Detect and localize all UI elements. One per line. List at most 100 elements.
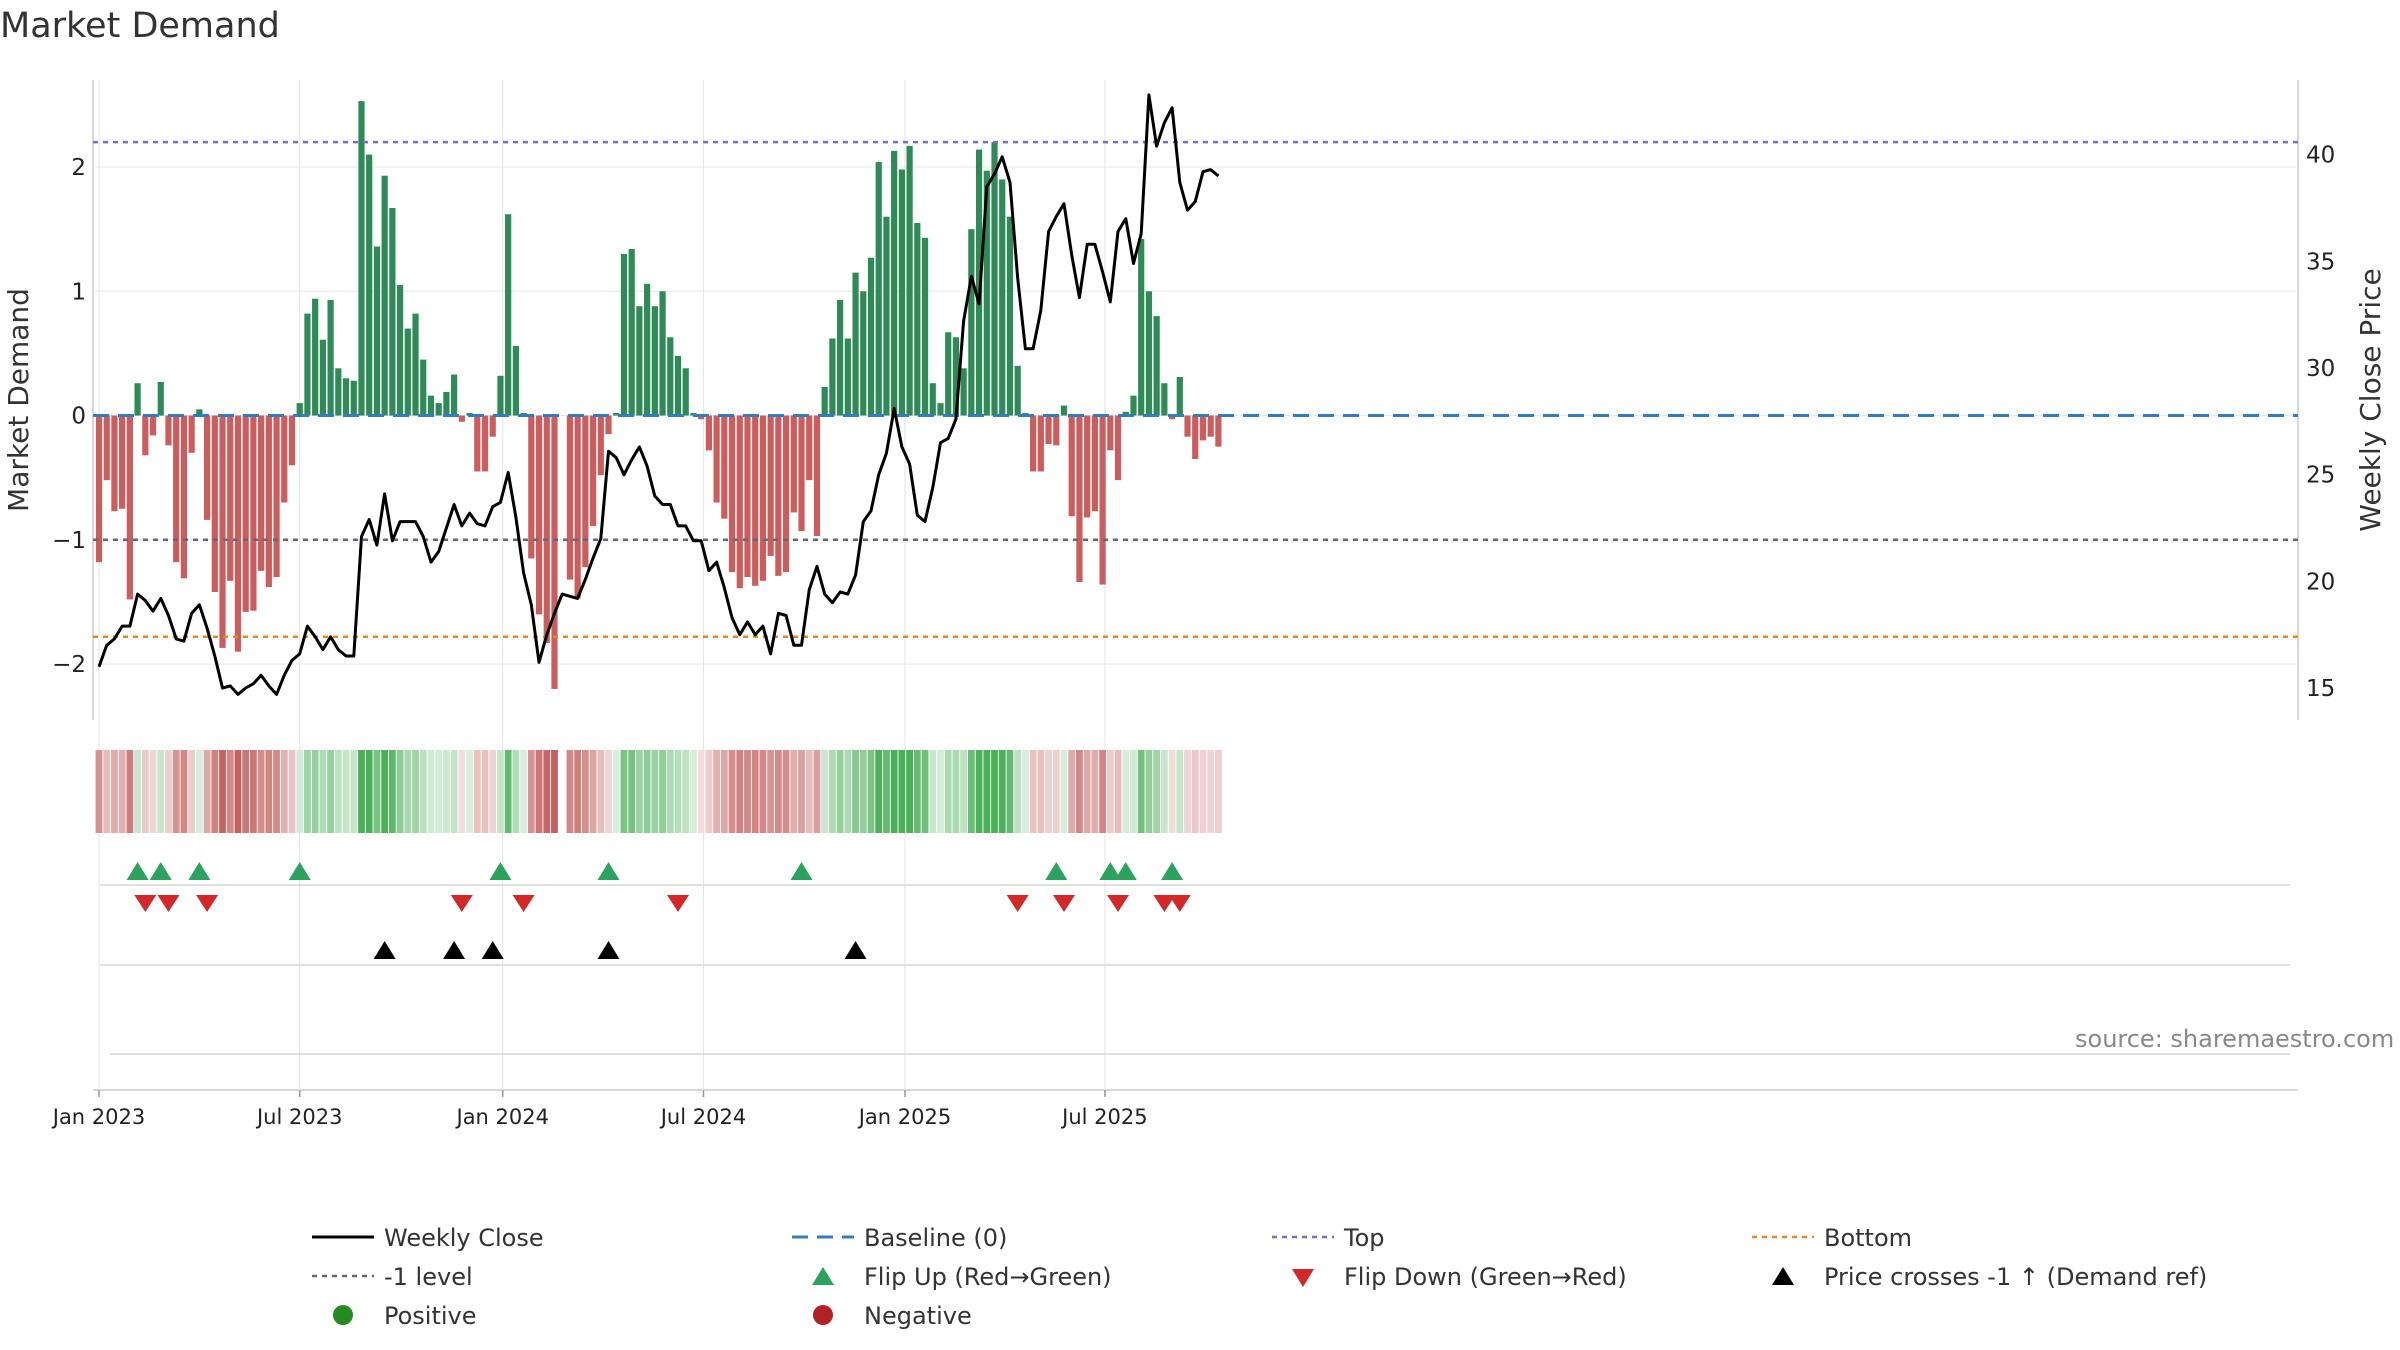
heat-cell — [373, 750, 381, 833]
demand-bar — [1184, 415, 1191, 437]
heat-cell — [597, 750, 605, 833]
demand-bar — [752, 415, 759, 586]
heat-cell — [674, 750, 682, 833]
heat-cell — [520, 750, 527, 833]
demand-bar — [914, 222, 921, 416]
demand-heatmap-strip — [95, 750, 1222, 833]
demand-bar — [1215, 415, 1222, 447]
heat-cell — [952, 750, 960, 833]
legend-label: Flip Down (Green→Red) — [1344, 1263, 1627, 1291]
demand-bar — [759, 415, 767, 581]
source-credit: source: sharemaestro.com — [2075, 1025, 2395, 1053]
flip-down-marker — [450, 895, 473, 912]
demand-bar — [1130, 395, 1137, 416]
heat-cell — [358, 750, 365, 833]
legend-label: Flip Up (Red→Green) — [864, 1263, 1112, 1291]
demand-bar — [582, 415, 589, 568]
heat-cell — [195, 750, 203, 833]
heat-cell — [1006, 750, 1014, 833]
demand-bar — [528, 415, 535, 559]
flip-up-marker — [597, 862, 620, 880]
heat-cell — [1037, 750, 1045, 833]
demand-bar — [782, 415, 790, 573]
demand-bar — [512, 345, 519, 416]
legend-item: Flip Down (Green→Red) — [1292, 1263, 1627, 1291]
demand-bars — [95, 101, 1222, 689]
heat-cell — [1076, 750, 1083, 833]
flip-down-marker — [157, 895, 180, 912]
flip-up-marker — [1161, 862, 1184, 880]
flip-up-marker — [1114, 862, 1137, 880]
demand-bar — [420, 359, 427, 416]
y-tick-label-right: 30 — [2306, 356, 2335, 382]
demand-bar — [1014, 365, 1021, 416]
legend-item: Price crosses -1 ↑ (Demand ref) — [1772, 1263, 2207, 1291]
demand-bar — [813, 415, 821, 537]
heat-cell — [944, 750, 952, 833]
heat-cell — [450, 750, 458, 833]
heat-cell — [466, 750, 473, 833]
chart-title: Market Demand — [0, 6, 280, 46]
demand-bar — [867, 257, 875, 416]
demand-bar — [1199, 415, 1207, 441]
heat-cell — [867, 750, 875, 833]
heat-cell — [566, 750, 574, 833]
heat-cell — [790, 750, 798, 833]
heat-cell — [705, 750, 713, 833]
heat-cell — [1191, 750, 1199, 833]
demand-bar — [342, 378, 350, 416]
heat-cell — [589, 750, 597, 833]
heat-cell — [1168, 750, 1176, 833]
y-tick-label-left: 1 — [71, 279, 86, 305]
x-tick-label: Jul 2025 — [1060, 1105, 1147, 1129]
heat-cell — [937, 750, 944, 833]
heat-cell — [427, 750, 435, 833]
legend-label: Weekly Close — [384, 1224, 544, 1252]
demand-bar — [620, 253, 628, 416]
heat-cell — [134, 750, 141, 833]
demand-bar — [95, 415, 103, 563]
demand-bar — [1076, 415, 1083, 583]
heat-cell — [1153, 750, 1161, 833]
heat-cell — [1029, 750, 1037, 833]
demand-bar — [952, 337, 960, 416]
legend-item: Negative — [813, 1302, 972, 1330]
heat-cell — [388, 750, 396, 833]
demand-bar — [991, 142, 998, 416]
x-tick-label: Jan 2023 — [51, 1105, 146, 1129]
demand-bar — [1060, 405, 1068, 416]
y-tick-label-right: 15 — [2306, 676, 2335, 702]
legend-swatch-circle — [813, 1305, 833, 1325]
demand-bar — [829, 338, 836, 416]
demand-bar — [312, 298, 319, 416]
flip-down-marker — [196, 895, 219, 912]
y-tick-label-left: −1 — [52, 528, 86, 554]
y-tick-label-left: 2 — [71, 155, 86, 181]
heat-cell — [1045, 750, 1052, 833]
demand-bar — [574, 415, 581, 599]
demand-bar — [203, 415, 211, 520]
demand-bar — [960, 368, 967, 416]
heat-cell — [504, 750, 512, 833]
demand-bar — [937, 403, 944, 416]
demand-bar — [211, 415, 218, 592]
heat-cell — [103, 750, 111, 833]
legend-swatch-triangle-up — [812, 1267, 834, 1285]
heat-cell — [1160, 750, 1168, 833]
heat-cell — [381, 750, 389, 833]
heat-cell — [1106, 750, 1114, 833]
demand-bar — [366, 154, 373, 416]
demand-bar — [713, 415, 720, 503]
flip-up-marker — [126, 862, 149, 880]
heat-cell — [1184, 750, 1191, 833]
demand-bar — [589, 415, 597, 527]
demand-bar — [1045, 415, 1052, 445]
demand-bar — [1091, 415, 1098, 512]
demand-bar — [1037, 415, 1044, 472]
demand-bar — [180, 415, 188, 579]
flip-down-marker — [1107, 895, 1130, 912]
heat-cell — [311, 750, 319, 833]
heat-cell — [620, 750, 628, 833]
demand-bar — [837, 299, 844, 416]
demand-bar — [149, 415, 157, 436]
